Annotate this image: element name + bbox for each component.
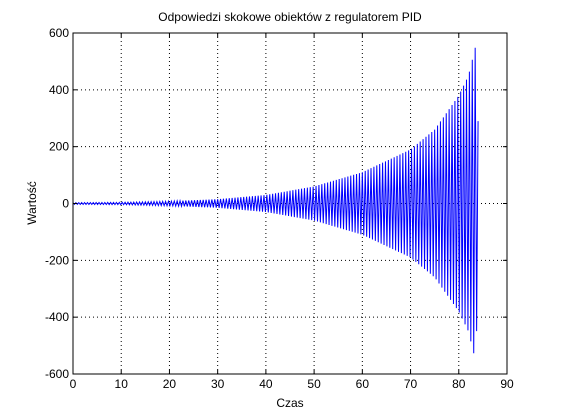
series-line	[72, 47, 479, 354]
x-tick-label: 50	[307, 377, 321, 391]
x-axis-label: Czas	[276, 396, 304, 410]
chart-title: Odpowiedzi skokowe obiektów z regulatore…	[158, 10, 422, 24]
x-tick-label: 20	[163, 377, 177, 391]
x-tick-label: 70	[404, 377, 418, 391]
x-tick-label: 40	[259, 377, 273, 391]
x-tick-label: 30	[211, 377, 225, 391]
x-tick-label: 60	[356, 377, 370, 391]
y-tick-label: 200	[49, 140, 69, 154]
y-tick-label: -600	[45, 367, 69, 381]
x-tick-label: 0	[70, 377, 77, 391]
y-tick-label: -400	[45, 310, 69, 324]
x-tick-label: 80	[452, 377, 466, 391]
y-tick-label: 400	[49, 83, 69, 97]
y-tick-label: -200	[45, 253, 69, 267]
x-tick-label: 90	[500, 377, 514, 391]
y-tick-label: 600	[49, 26, 69, 40]
x-tick-label: 10	[115, 377, 129, 391]
y-tick-label: 0	[62, 197, 69, 211]
